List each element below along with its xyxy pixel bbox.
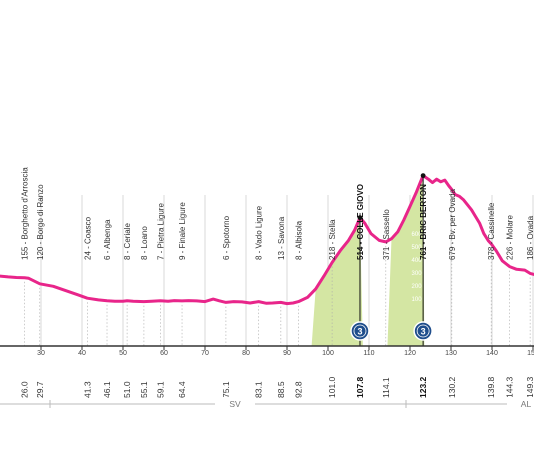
badge-category-label: 3 xyxy=(357,327,362,337)
tick-label: 130 xyxy=(445,350,457,357)
climb-area-1 xyxy=(311,217,363,346)
tick-label: 80 xyxy=(242,350,250,357)
altitude-scale-label: 100 xyxy=(412,297,423,303)
climb-area-2 xyxy=(387,175,425,346)
location-label: 8 - Albisola xyxy=(294,220,303,260)
location-km: 26.0 xyxy=(20,381,30,398)
location-label: 514 - COLLE GIOVO xyxy=(356,184,365,260)
climb-areas xyxy=(311,175,425,346)
location-label: 679 - Bv. per Ovada xyxy=(448,188,457,260)
location-label: 120 - Borgo di Ranzo xyxy=(36,184,45,260)
location-label: 8 - Ceriale xyxy=(123,223,132,260)
location-km: 29.7 xyxy=(35,381,45,398)
location-label: 761 - BRIC BERTON xyxy=(419,184,428,260)
location-km: 92.8 xyxy=(293,381,303,398)
location-km: 83.1 xyxy=(254,381,264,398)
location-label: 371 - Sassello xyxy=(382,209,391,260)
badge-category-label: 3 xyxy=(421,327,426,337)
location-km: 123.2 xyxy=(418,376,428,398)
location-km: 46.1 xyxy=(102,381,112,398)
location-labels: 155 - Borghetto d'Arroscia 120 - Borgo di… xyxy=(21,167,534,260)
tick-label: 30 xyxy=(37,350,45,357)
location-km: 107.8 xyxy=(355,376,365,398)
region-bar: SV AL xyxy=(0,397,534,411)
region-label: SV xyxy=(229,399,241,409)
tick-label: 100 xyxy=(322,350,334,357)
location-label: 8 - Loano xyxy=(140,226,149,260)
location-km-labels: 26.0 29.7 41.3 46.1 51.0 55.1 59.1 64.4 75.1 83.1… xyxy=(20,376,534,398)
badge-ring xyxy=(416,324,430,338)
location-label: 13 - Savona xyxy=(277,216,286,260)
location-label: 226 - Molare xyxy=(506,215,515,260)
climb-category-badge-1: 3 xyxy=(350,321,370,341)
location-label: 8 - Vado Ligure xyxy=(255,205,264,260)
tick-label: 50 xyxy=(119,350,127,357)
location-label: 218 - Stella xyxy=(328,219,337,260)
badge-ring xyxy=(353,324,367,338)
location-km: 88.5 xyxy=(276,381,286,398)
location-km: 149.3 xyxy=(525,376,534,398)
location-km: 101.0 xyxy=(327,376,337,398)
tick-label: 150 xyxy=(527,350,534,357)
location-label: 9 - Finale Ligure xyxy=(178,202,187,260)
tick-label: 140 xyxy=(486,350,498,357)
location-markers xyxy=(24,179,531,346)
location-km: 59.1 xyxy=(155,381,165,398)
location-label: 7 - Pietra Ligure xyxy=(156,203,165,260)
location-label: 186 - Ovada xyxy=(526,215,534,260)
region-label-bg-2 xyxy=(507,397,534,411)
altitude-scale-label: 400 xyxy=(412,258,423,264)
altitude-scale-label: 200 xyxy=(412,284,423,290)
location-km: 64.4 xyxy=(177,381,187,398)
location-km: 114.1 xyxy=(381,377,391,398)
location-km: 41.3 xyxy=(82,381,92,398)
location-km: 144.3 xyxy=(505,376,515,398)
altitude-scale: 600 500 400 300 200 100 xyxy=(412,232,423,303)
region-label-bg-1 xyxy=(215,397,255,411)
altitude-scale-label: 500 xyxy=(412,245,423,251)
tick-label: 60 xyxy=(160,350,168,357)
climb-category-badge-2: 3 xyxy=(413,321,433,341)
tick-label: 120 xyxy=(404,350,416,357)
vertical-grid xyxy=(40,195,534,346)
region-label: AL xyxy=(521,399,532,409)
location-km: 51.0 xyxy=(122,381,132,398)
location-label: 155 - Borghetto d'Arroscia xyxy=(21,167,30,260)
distance-ticks: 30 40 50 60 70 80 90 100 110 120 130 140 150 xyxy=(37,346,534,357)
location-km: 55.1 xyxy=(139,381,149,398)
location-label: 378 - Cassinelle xyxy=(487,202,496,260)
tick-label: 90 xyxy=(283,350,291,357)
location-km: 130.2 xyxy=(447,376,457,398)
elevation-profile-line xyxy=(0,174,534,306)
location-km: 139.8 xyxy=(486,376,496,398)
tick-label: 110 xyxy=(363,350,374,357)
location-km: 75.1 xyxy=(221,381,231,398)
altitude-scale-label: 600 xyxy=(412,232,423,238)
tick-label: 40 xyxy=(78,350,86,357)
location-label: 24 - Coasco xyxy=(83,216,92,260)
location-label: 6 - Albenga xyxy=(103,219,112,260)
tick-label: 70 xyxy=(201,350,209,357)
location-label: 6 - Spotorno xyxy=(222,215,231,260)
altitude-scale-label: 300 xyxy=(412,271,423,277)
